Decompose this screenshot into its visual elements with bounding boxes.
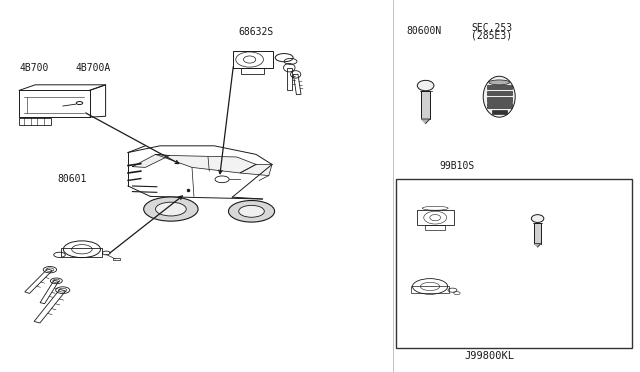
Ellipse shape: [531, 215, 544, 222]
Bar: [396, 179, 632, 348]
Text: (285E3): (285E3): [471, 31, 512, 41]
Text: 4B700A: 4B700A: [76, 62, 111, 73]
Polygon shape: [422, 119, 430, 124]
Text: 99B10S: 99B10S: [439, 161, 474, 171]
Text: 80600N: 80600N: [406, 26, 442, 36]
Ellipse shape: [239, 205, 264, 217]
Bar: [487, 91, 512, 95]
Bar: [411, 286, 449, 293]
Text: 68632S: 68632S: [239, 27, 274, 37]
Bar: [487, 85, 512, 89]
Polygon shape: [132, 154, 170, 167]
Polygon shape: [534, 244, 541, 247]
Bar: [241, 68, 264, 74]
Bar: [487, 103, 512, 108]
Bar: [487, 97, 512, 102]
Bar: [61, 248, 102, 257]
Ellipse shape: [483, 76, 515, 117]
Ellipse shape: [417, 80, 434, 91]
Ellipse shape: [143, 197, 198, 221]
Ellipse shape: [156, 202, 186, 216]
Bar: [417, 210, 454, 225]
Text: J99800KL: J99800KL: [465, 351, 515, 361]
Polygon shape: [156, 154, 256, 173]
Bar: [19, 118, 51, 125]
Ellipse shape: [228, 201, 275, 222]
Bar: [113, 258, 120, 260]
Bar: [422, 91, 430, 119]
Bar: [233, 51, 273, 68]
Bar: [534, 223, 541, 244]
Text: 80601: 80601: [58, 174, 87, 184]
Bar: [492, 110, 507, 114]
Bar: [425, 225, 445, 230]
Polygon shape: [240, 164, 272, 176]
Text: SEC.253: SEC.253: [471, 22, 512, 32]
Text: 4B700: 4B700: [19, 62, 49, 73]
Ellipse shape: [489, 80, 509, 85]
